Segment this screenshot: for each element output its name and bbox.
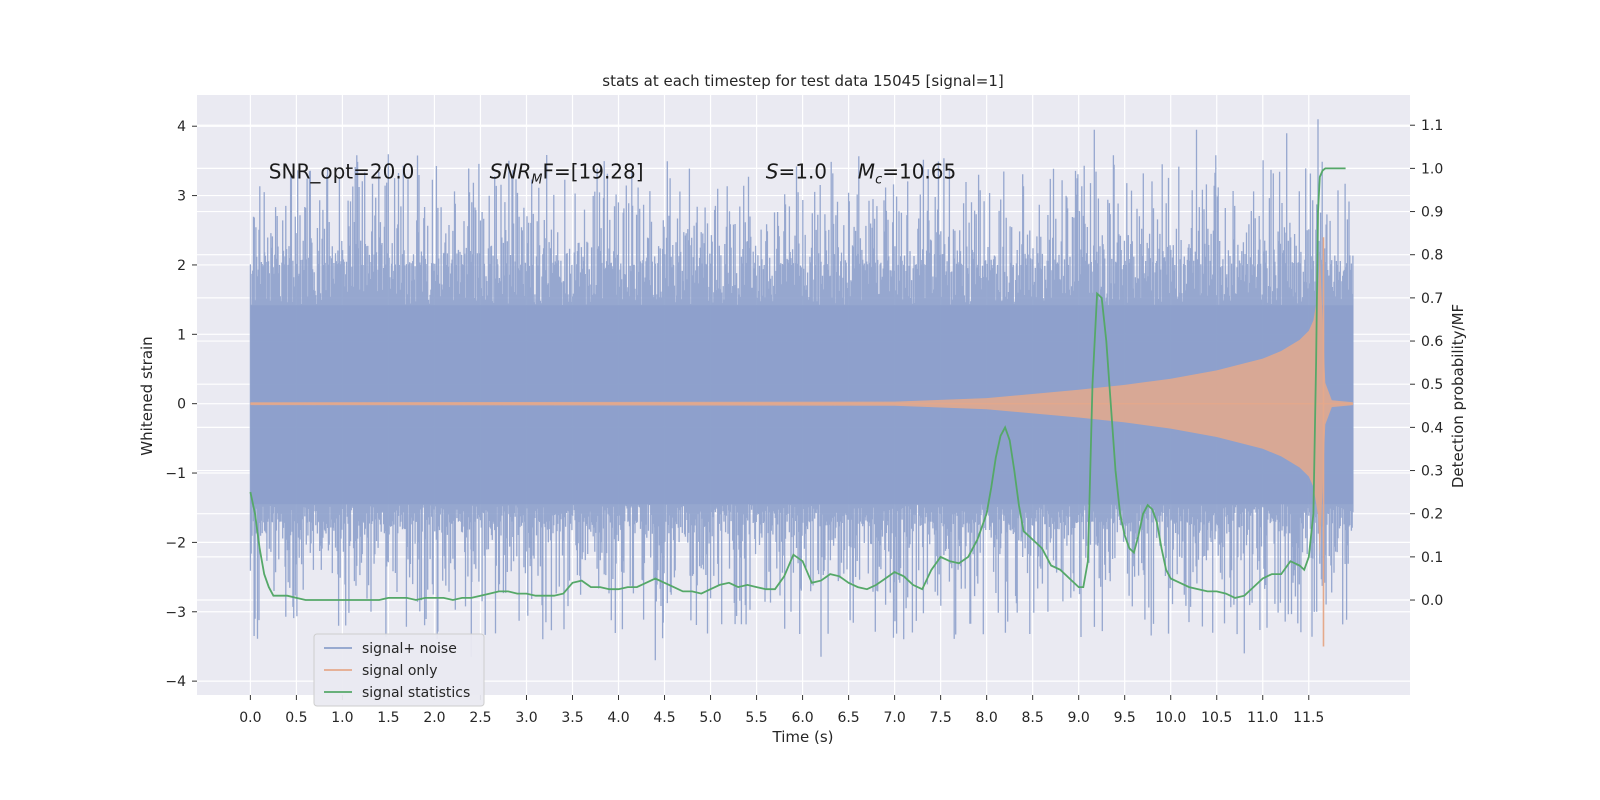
x-tick-label: 9.0 <box>1068 710 1090 726</box>
y-tick-label-right: 0.3 <box>1421 464 1443 480</box>
x-tick-label: 8.0 <box>976 710 998 726</box>
series-layer <box>249 119 1354 661</box>
x-tick-label: 4.5 <box>653 710 675 726</box>
series-signal-only <box>250 237 1353 647</box>
x-tick-label: 11.5 <box>1293 710 1324 726</box>
y-tick-label-right: 0.1 <box>1421 550 1443 566</box>
y-tick-label-right: 1.0 <box>1421 161 1443 177</box>
x-tick-label: 6.0 <box>791 710 813 726</box>
annotation-subscript: M <box>531 172 542 187</box>
x-tick-label: 0.0 <box>239 710 261 726</box>
x-tick-label: 10.0 <box>1155 710 1186 726</box>
y-tick-label-right: 0.6 <box>1421 334 1443 350</box>
y-tick-label-left: 3 <box>177 189 186 205</box>
annotation-subscript: c <box>875 172 882 187</box>
legend-label: signal only <box>362 663 437 679</box>
y-tick-label-left: −3 <box>165 605 186 621</box>
x-tick-label: 4.0 <box>607 710 629 726</box>
x-tick-label: 5.0 <box>699 710 721 726</box>
annotation-1: SNRMF=[19.28] <box>490 159 644 187</box>
y-tick-label-right: 0.0 <box>1421 593 1443 609</box>
x-tick-label: 1.0 <box>331 710 353 726</box>
y-tick-label-left: −2 <box>165 535 186 551</box>
annotation-base: S <box>766 159 779 183</box>
series-signal-statistics <box>249 167 1346 601</box>
annotation-2: S=1.0 <box>766 159 827 183</box>
annotation-tail: =10.65 <box>882 159 956 183</box>
annotation-0: SNR_opt=20.0 <box>269 159 415 183</box>
x-tick-label: 6.5 <box>837 710 859 726</box>
y-tick-label-left: 2 <box>177 258 186 274</box>
x-tick-label: 0.5 <box>285 710 307 726</box>
y-axis-label-left: Whitened strain <box>138 336 156 455</box>
x-tick-label: 2.5 <box>469 710 491 726</box>
annotation-tail: F=[19.28] <box>542 159 643 183</box>
y-axis-label-right: Detection probability/MF <box>1449 304 1467 488</box>
x-axis-label: Time (s) <box>772 728 834 746</box>
y-tick-label-left: −1 <box>165 466 186 482</box>
x-tick-label: 7.0 <box>883 710 905 726</box>
y-tick-label-left: 4 <box>177 119 186 135</box>
annotation-base: SNR <box>490 159 532 183</box>
y-tick-label-right: 0.8 <box>1421 248 1443 264</box>
y-tick-label-right: 0.4 <box>1421 420 1443 436</box>
y-tick-label-right: 0.9 <box>1421 205 1443 221</box>
legend: signal+ noise signal only signal statistic… <box>313 633 485 707</box>
x-tick-label: 9.5 <box>1114 710 1136 726</box>
x-tick-label: 11.0 <box>1247 710 1278 726</box>
annotations: SNR_opt=20.0 SNRMF=[19.28] S=1.0 Mc=10.65 <box>269 159 956 187</box>
y-tick-label-left: 0 <box>177 397 186 413</box>
y-tick-label-right: 0.5 <box>1421 377 1443 393</box>
x-tick-label: 1.5 <box>377 710 399 726</box>
annotation-3: Mc=10.65 <box>858 159 956 187</box>
legend-box <box>313 633 485 707</box>
x-tick-label: 3.5 <box>561 710 583 726</box>
x-tick-label: 2.0 <box>423 710 445 726</box>
x-tick-label: 3.0 <box>515 710 537 726</box>
x-tick-label: 7.5 <box>929 710 951 726</box>
annotation-tail: =1.0 <box>778 159 827 183</box>
chart-title: stats at each timestep for test data 150… <box>602 72 1003 90</box>
annotation-base: M <box>858 159 875 183</box>
x-tick-label: 5.5 <box>745 710 767 726</box>
ticks: 0.0 0.5 1.0 1.5 2.0 2.5 3.0 3.5 4.0 4.5 5.0 5.5 6.0 6… <box>165 118 1443 726</box>
y-tick-label-left: 1 <box>177 327 186 343</box>
legend-label: signal statistics <box>362 685 470 701</box>
y-tick-label-right: 0.2 <box>1421 507 1443 523</box>
x-tick-label: 10.5 <box>1201 710 1232 726</box>
y-tick-label-right: 0.7 <box>1421 291 1443 307</box>
y-tick-label-left: −4 <box>165 674 186 690</box>
y-tick-label-right: 1.1 <box>1421 118 1443 134</box>
x-tick-label: 8.5 <box>1022 710 1044 726</box>
legend-label: signal+ noise <box>362 641 457 657</box>
